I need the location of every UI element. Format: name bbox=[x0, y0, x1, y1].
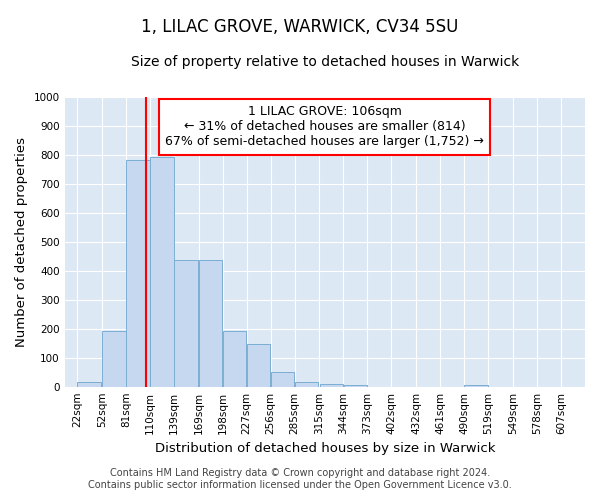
Bar bbox=[295, 382, 319, 386]
Title: Size of property relative to detached houses in Warwick: Size of property relative to detached ho… bbox=[131, 55, 519, 69]
X-axis label: Distribution of detached houses by size in Warwick: Distribution of detached houses by size … bbox=[155, 442, 495, 455]
Y-axis label: Number of detached properties: Number of detached properties bbox=[15, 136, 28, 346]
Bar bbox=[247, 344, 271, 387]
Bar bbox=[464, 385, 488, 386]
Bar bbox=[320, 384, 343, 386]
Bar bbox=[102, 330, 125, 386]
Bar bbox=[150, 158, 173, 386]
Text: 1 LILAC GROVE: 106sqm
← 31% of detached houses are smaller (814)
67% of semi-det: 1 LILAC GROVE: 106sqm ← 31% of detached … bbox=[166, 106, 484, 148]
Bar bbox=[271, 372, 295, 386]
Bar bbox=[223, 331, 247, 386]
Bar bbox=[77, 382, 101, 386]
Bar bbox=[126, 160, 149, 386]
Bar bbox=[344, 385, 367, 386]
Bar bbox=[174, 260, 197, 386]
Text: Contains HM Land Registry data © Crown copyright and database right 2024.
Contai: Contains HM Land Registry data © Crown c… bbox=[88, 468, 512, 490]
Bar bbox=[199, 260, 223, 386]
Text: 1, LILAC GROVE, WARWICK, CV34 5SU: 1, LILAC GROVE, WARWICK, CV34 5SU bbox=[142, 18, 458, 36]
